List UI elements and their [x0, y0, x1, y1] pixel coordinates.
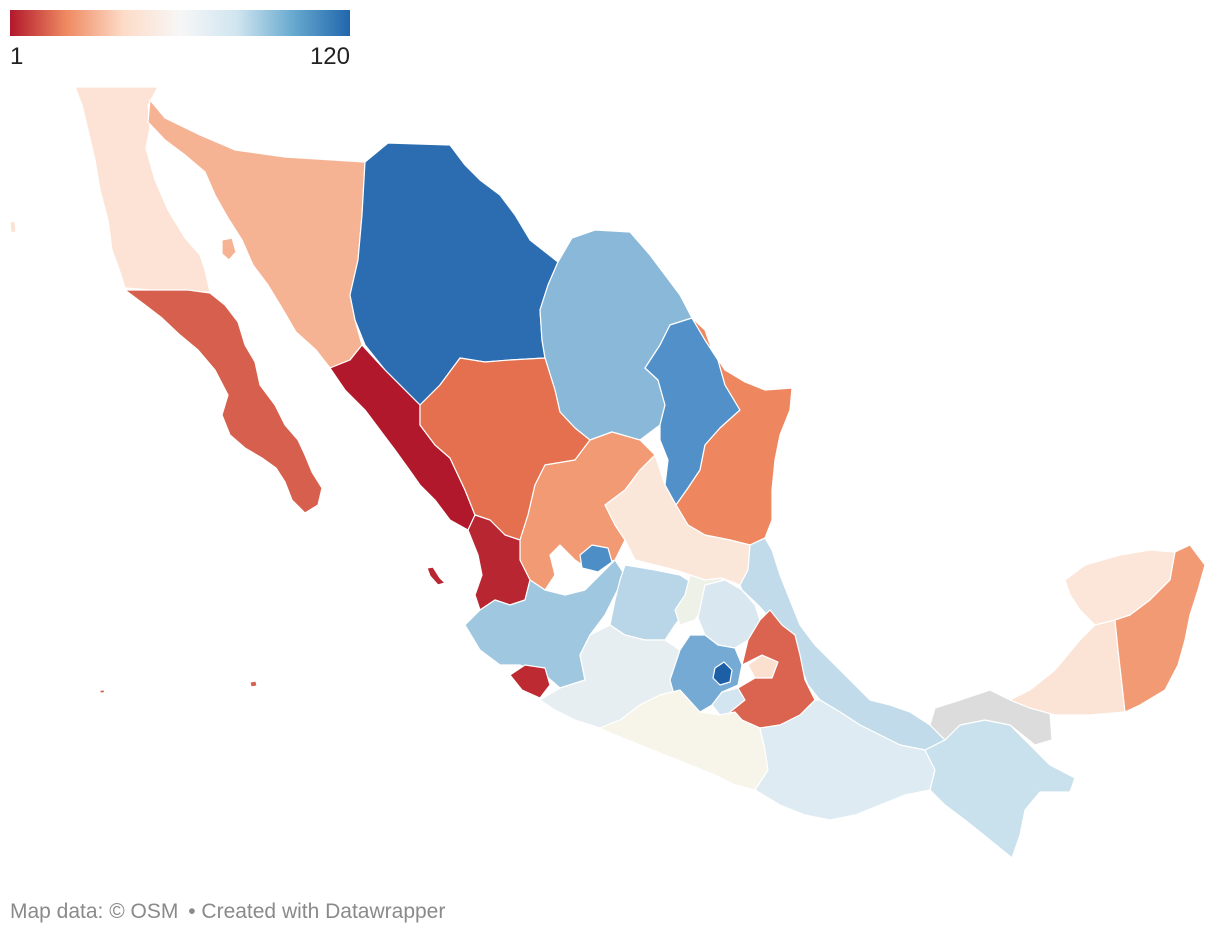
island-revillagigedo — [249, 680, 258, 688]
legend-min-label: 1 — [10, 43, 24, 70]
legend-gradient-bar — [10, 10, 350, 36]
island-socorro — [99, 689, 106, 694]
color-legend: 1 120 — [10, 10, 350, 71]
island-tiburon — [221, 237, 237, 261]
region-tabasco[interactable] — [929, 689, 1053, 746]
region-baja-california[interactable] — [74, 86, 211, 293]
island-guadalupe — [9, 220, 17, 234]
region-jalisco[interactable] — [464, 559, 626, 689]
legend-max-label: 120 — [309, 43, 350, 70]
region-aguascalientes[interactable] — [579, 544, 613, 573]
region-chiapas[interactable] — [924, 719, 1076, 859]
created-with-credit: • Created with Datawrapper — [188, 900, 446, 923]
mexico-choropleth-map — [9, 86, 1206, 859]
map-data-credit: Map data: © OSM — [10, 900, 179, 923]
region-sonora[interactable] — [147, 99, 366, 369]
region-colima[interactable] — [509, 664, 551, 699]
region-campeche[interactable] — [1009, 619, 1126, 716]
region-quintana-roo[interactable] — [1114, 544, 1206, 713]
region-cdmx[interactable] — [712, 661, 733, 686]
island-tres-marias — [426, 566, 446, 586]
map-footer: Map data: © OSM • Created with Datawrapp… — [10, 900, 449, 924]
region-baja-california-sur[interactable] — [124, 289, 323, 514]
